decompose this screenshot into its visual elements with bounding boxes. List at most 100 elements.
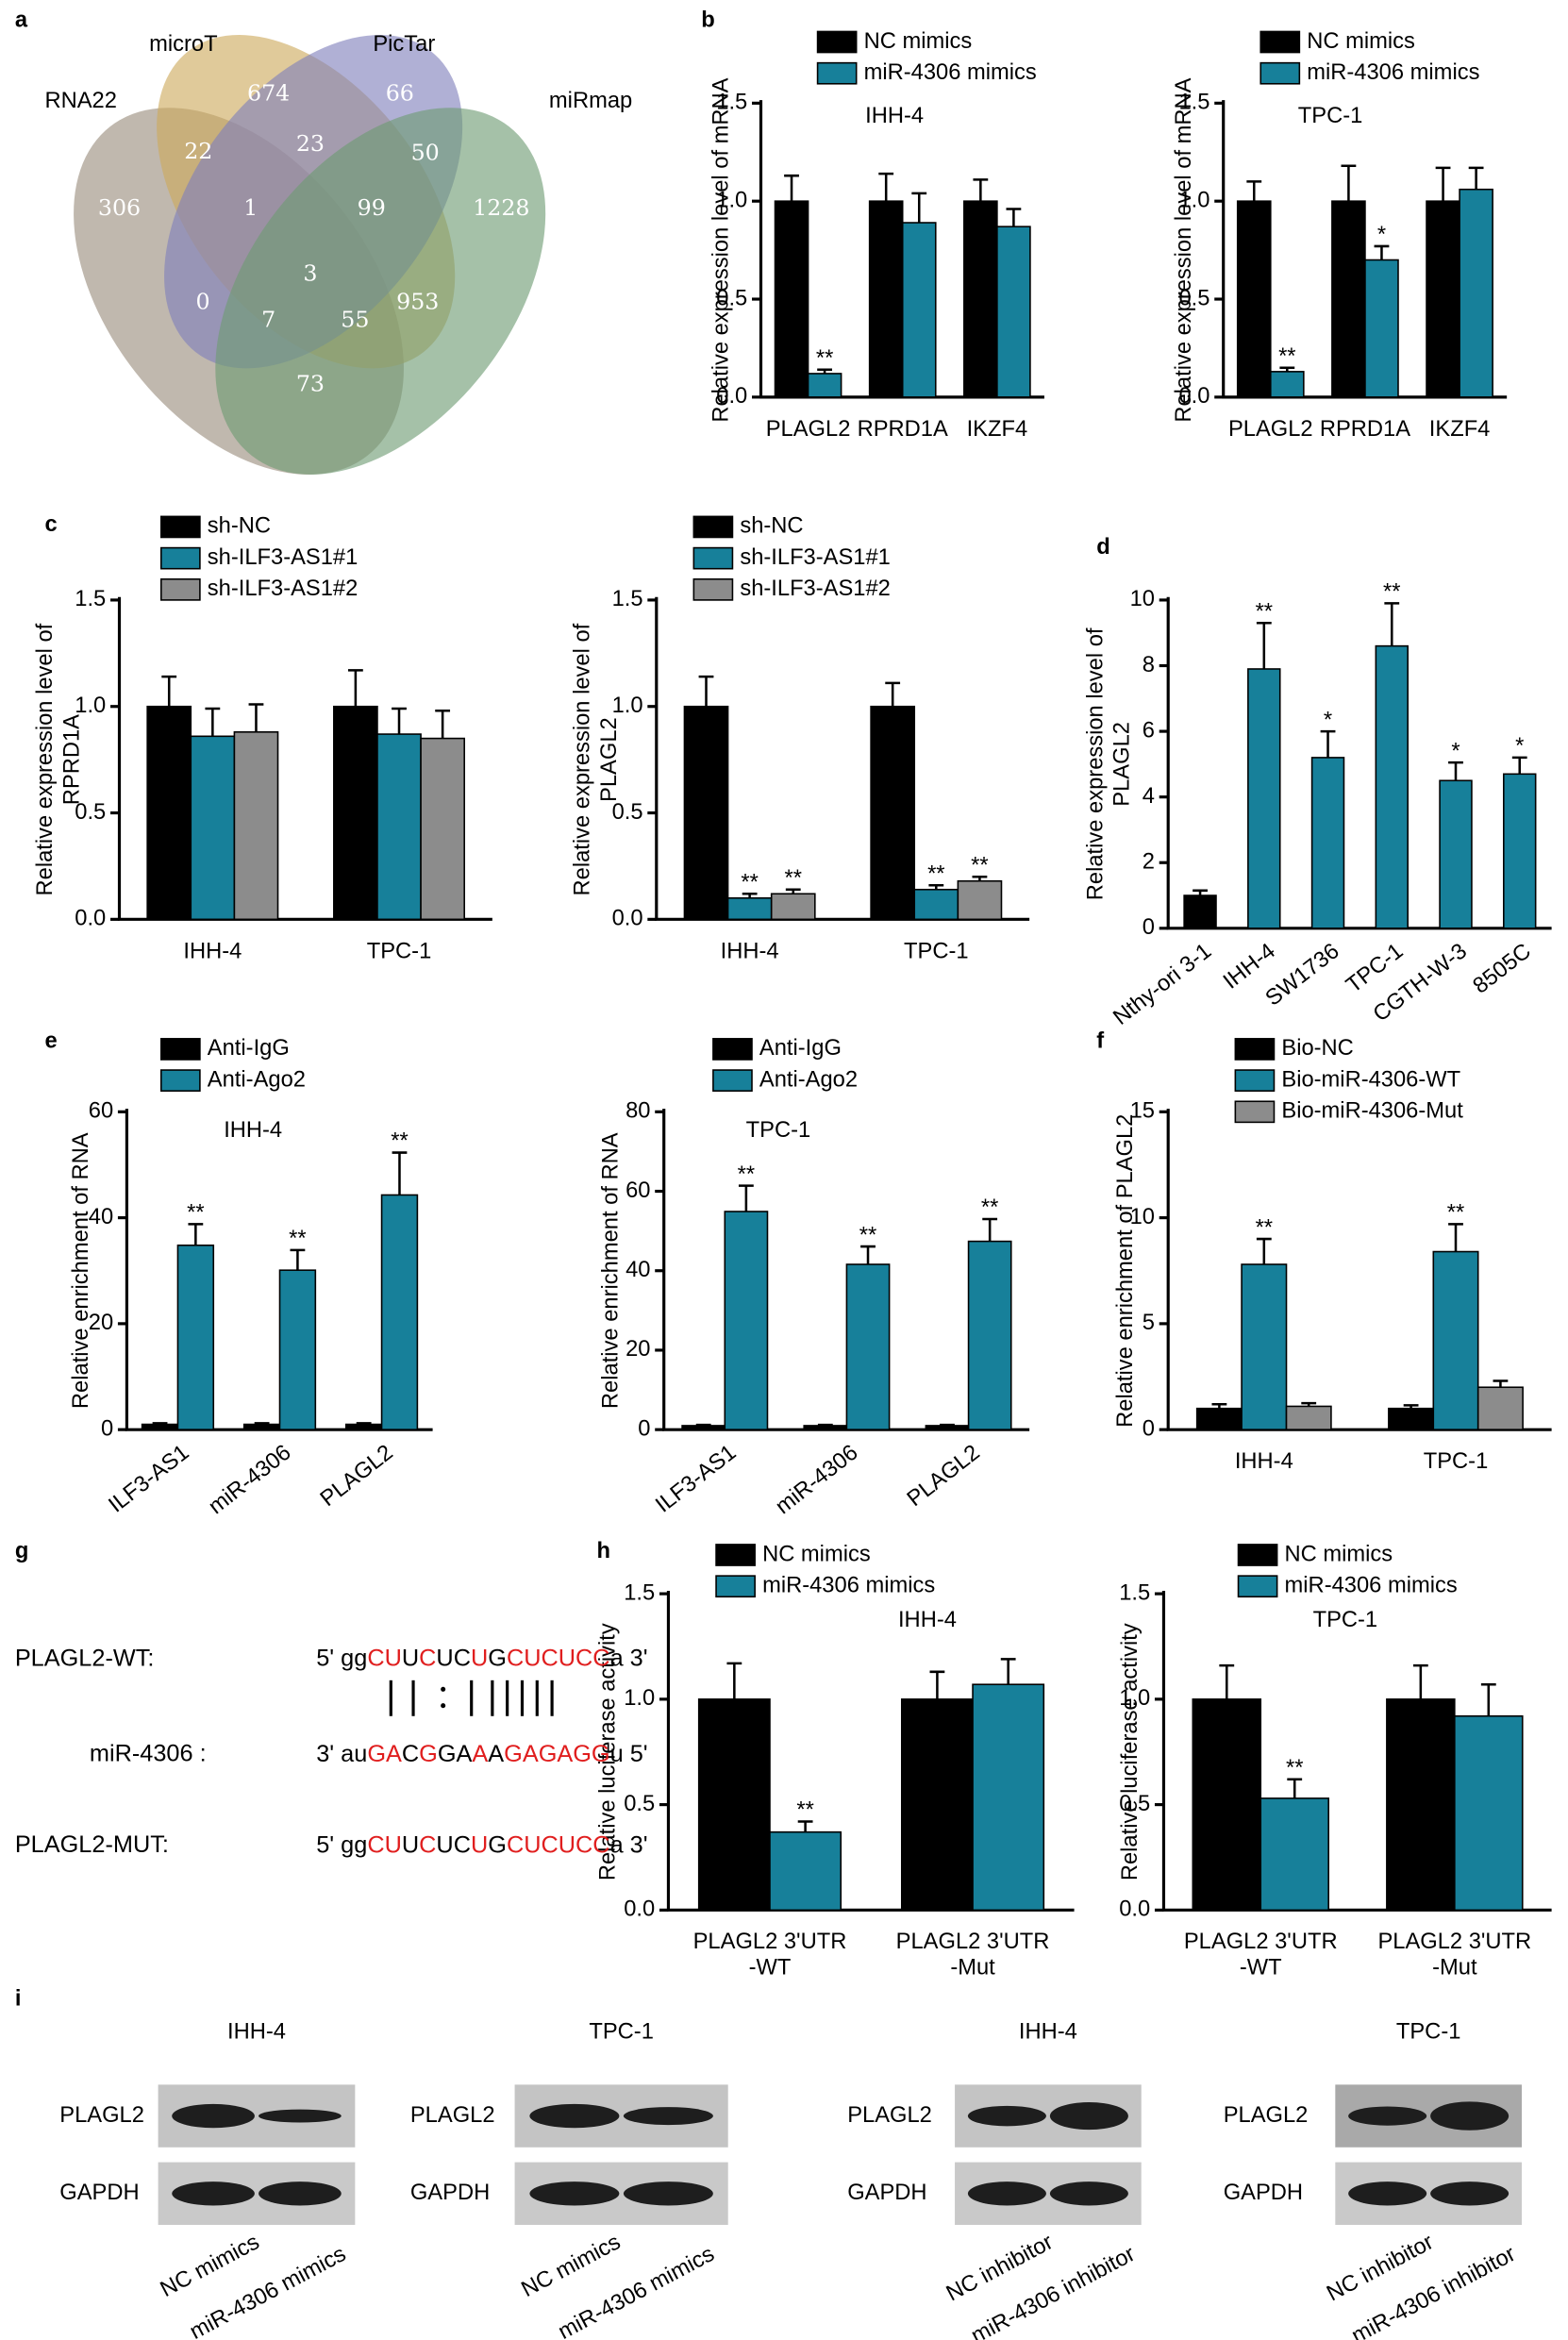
legend-swatch (816, 30, 858, 54)
panel-label: e (44, 1028, 57, 1053)
bar (770, 893, 816, 921)
y-tick-label: 1.0 (75, 694, 106, 718)
venn-count: 1 (243, 194, 258, 221)
inner-label: IHH-4 (898, 1608, 957, 1632)
legend-label: Anti-IgG (759, 1036, 842, 1061)
error-bar (929, 1670, 945, 1699)
significance: ** (816, 346, 833, 371)
y-tick-label: 0.0 (1119, 1897, 1150, 1922)
bar (1439, 779, 1473, 929)
significance: ** (859, 1223, 876, 1247)
venn-count: 7 (261, 307, 275, 333)
x-tick-label: IHH-4 (1235, 1449, 1293, 1474)
y-axis-title: Relative luciferase activity (1118, 1623, 1143, 1880)
blot-band (259, 2109, 342, 2123)
venn-count: 55 (341, 307, 369, 333)
sequence-segment: CU (367, 1645, 402, 1671)
blot-row-label: GAPDH (1224, 2181, 1303, 2205)
legend-swatch (1237, 1544, 1278, 1566)
error-bar (726, 1662, 742, 1699)
error-bar (1256, 1237, 1272, 1265)
significance: ** (1256, 1215, 1273, 1240)
bar (925, 1425, 970, 1430)
legend-swatch (1234, 1069, 1276, 1092)
error-bar (911, 192, 927, 224)
bar (900, 1698, 974, 1912)
y-tick-label: 0.0 (624, 1897, 655, 1922)
error-bar (1193, 889, 1208, 896)
blot-band (1049, 2102, 1128, 2131)
blot-band (1049, 2181, 1128, 2206)
y-tick-label: 5 (1143, 1311, 1155, 1335)
blot-band (623, 2181, 713, 2206)
legend-label: miR-4306 mimics (762, 1573, 935, 1597)
sequence-segment: GAGAGG (504, 1741, 609, 1767)
sequence-segment: CUCUCC (507, 1645, 610, 1671)
y-axis-title: Relative expression level of PLAGL2 (571, 623, 622, 895)
inner-label: TPC-1 (1313, 1608, 1378, 1632)
error-bar (1287, 1778, 1303, 1798)
legend-label: NC mimics (864, 29, 973, 54)
venn-set-label: miRmap (549, 89, 632, 113)
legend-swatch (159, 546, 201, 570)
sequence: 3' auGACGGAAAGAGAGGu 5' (316, 1741, 647, 1767)
y-tick-label: 0 (101, 1416, 113, 1441)
bar (996, 226, 1031, 398)
legend-label: NC mimics (1285, 1542, 1393, 1566)
sequence-segment: G (488, 1831, 507, 1858)
error-bar (1219, 1663, 1235, 1699)
x-tick-label: TPC-1 (367, 939, 432, 963)
error-bar (972, 875, 988, 881)
error-bar (356, 1422, 372, 1425)
bar (1426, 200, 1460, 398)
venn-set-label: RNA22 (44, 89, 116, 113)
y-axis-title: Relative enrichment of PLAGL2 (1113, 1114, 1138, 1428)
error-bar (254, 1422, 270, 1425)
y-tick-label: 1.5 (612, 587, 643, 611)
y-tick-label: 40 (626, 1258, 650, 1282)
venn-count: 99 (358, 194, 386, 221)
venn-count: 674 (247, 79, 290, 106)
blot-band (172, 2181, 255, 2206)
y-axis-title: Relative expression level of mRNA (1172, 77, 1196, 422)
blot-title: IHH-4 (1019, 2019, 1077, 2044)
significance: * (1377, 223, 1386, 247)
legend-swatch (715, 1544, 756, 1566)
panel-label: a (15, 8, 28, 33)
error-bar (290, 1248, 306, 1271)
y-tick-label: 0.0 (75, 907, 106, 931)
y-tick-label: 60 (89, 1099, 113, 1124)
bar (333, 705, 378, 921)
error-bar (695, 1423, 711, 1427)
blot-row-label: PLAGL2 (410, 2103, 495, 2128)
y-axis-title: Relative enrichment of RNA (69, 1132, 93, 1409)
y-tick-label: 40 (89, 1205, 113, 1229)
panel-label: g (15, 1539, 29, 1563)
error-bar (1279, 366, 1295, 372)
legend-swatch (159, 515, 201, 539)
blot-title: TPC-1 (589, 2019, 654, 2044)
y-tick-label: 60 (626, 1178, 650, 1203)
error-bar (248, 703, 264, 732)
error-bar (1480, 1682, 1496, 1716)
error-bar (152, 1422, 168, 1425)
y-tick-label: 1.5 (75, 587, 106, 611)
sequence-panel: PLAGL2-WT: 5' ggCUUCUCUGCUCUCCa 3'miR-430… (15, 1645, 648, 1858)
bar (1259, 1797, 1329, 1912)
y-tick-label: 80 (626, 1099, 650, 1124)
error-bar (928, 883, 944, 890)
bar (278, 1269, 317, 1430)
y-axis-title: Relative expression level of RPRD1A (33, 623, 84, 895)
y-tick-label: 10 (1130, 587, 1155, 611)
sequence-segment: 3' au (316, 1741, 367, 1767)
bar (1364, 259, 1399, 398)
significance: ** (1383, 580, 1400, 605)
sequence-segment: U (402, 1831, 419, 1858)
sequence-segment: C (419, 1645, 436, 1671)
venn-count: 1228 (473, 194, 529, 221)
legend-swatch (159, 1038, 201, 1061)
bar (1195, 1407, 1243, 1430)
y-tick-label: 0 (638, 1416, 650, 1441)
error-bar (1448, 760, 1463, 781)
error-bar (1256, 622, 1272, 669)
